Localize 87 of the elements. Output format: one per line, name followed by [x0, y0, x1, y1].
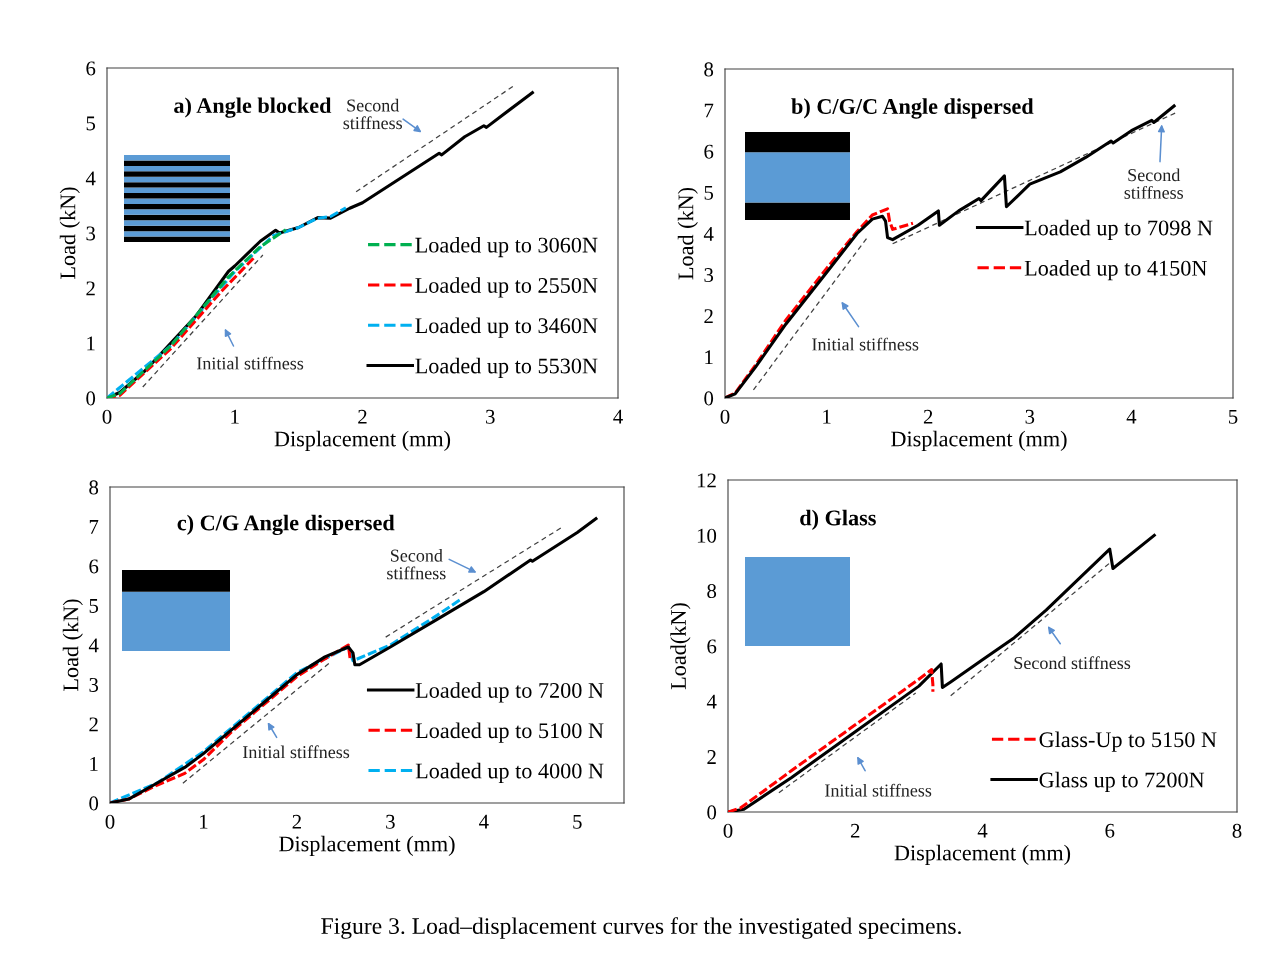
y-tick-label: 0 [704, 391, 714, 406]
y-tick-label: 10 [697, 528, 717, 543]
y-tick-label: 4 [703, 227, 714, 241]
y-tick-label: 6 [707, 639, 717, 654]
legend-label: Loaded up to 2550N [415, 277, 598, 298]
legend-label: Glass-Up to 5150 N [1039, 731, 1217, 752]
x-tick-label: 0 [723, 823, 733, 838]
y-axis-title: Load (kN) [677, 187, 698, 280]
x-tick-label: 4 [1126, 409, 1137, 424]
x-tick-label: 4 [613, 409, 623, 424]
legend-label: Loaded up to 5100 N [415, 722, 604, 743]
x-tick-label: 8 [1232, 823, 1242, 838]
x-tick-label: 0 [102, 409, 112, 424]
x-axis-title: Displacement (mm) [894, 844, 1071, 865]
x-tick-label: 0 [105, 814, 115, 829]
legend-label: Loaded up to 5530N [415, 357, 598, 378]
x-axis-title: Displacement (mm) [891, 430, 1067, 451]
y-tick-label: 3 [89, 677, 99, 692]
x-tick-label: 3 [386, 814, 395, 829]
y-tick-label: 2 [704, 309, 713, 323]
y-tick-label: 1 [90, 756, 98, 771]
text: b) C/G/C Angle dispersed [791, 98, 1034, 119]
legend-label: Loaded up to 3060N [415, 236, 598, 258]
x-tick-label: 5 [1229, 409, 1238, 424]
y-tick-label: 4 [88, 638, 99, 653]
legend-label: Loaded up to 4000 N [415, 762, 604, 783]
x-tick-label: 2 [850, 823, 860, 838]
y-axis-title: Load(kN) [670, 603, 691, 690]
y-tick-label: 0 [89, 796, 99, 811]
text: a) Angle blocked [174, 97, 332, 118]
y-tick-label: 1 [705, 350, 713, 365]
y-tick-label: 8 [707, 584, 717, 599]
y-tick-label: 3 [704, 268, 714, 283]
x-tick-label: 6 [1105, 823, 1115, 838]
y-tick-label: 5 [704, 185, 714, 200]
caption: Figure 3. Load–displacement curves for the investigated specimens. [321, 917, 961, 939]
x-tick-label: 4 [479, 814, 489, 829]
x-tick-label: 2 [358, 409, 367, 424]
y-tick-label: 2 [89, 717, 98, 732]
x-tick-label: 2 [923, 409, 933, 424]
annotation: Second stiffness [387, 549, 446, 580]
legend-label: Loaded up to 7200 N [415, 682, 604, 703]
line-series [728, 667, 935, 812]
y-tick-label: 7 [89, 520, 99, 534]
y-tick-label: 4 [706, 694, 717, 709]
y-tick-label: 6 [89, 559, 99, 574]
text: c) C/G Angle dispersed [177, 514, 395, 536]
y-tick-label: 1 [87, 336, 95, 351]
y-axis-title: Load (kN) [59, 187, 80, 279]
x-tick-label: 2 [292, 814, 301, 829]
annotation: Initial stiffness [812, 337, 919, 351]
y-tick-label: 0 [86, 391, 96, 406]
y-tick-label: 4 [85, 171, 96, 186]
x-axis-title: Displacement (mm) [279, 835, 455, 856]
x-tick-label: 1 [823, 409, 831, 424]
annotation: Second stiffness [343, 98, 402, 130]
x-tick-label: 3 [1025, 409, 1035, 424]
annotation: Initial stiffness [196, 356, 304, 370]
x-tick-label: 5 [573, 814, 582, 829]
y-tick-label: 8 [704, 62, 714, 77]
y-tick-label: 6 [86, 61, 96, 76]
y-tick-label: 2 [86, 281, 95, 296]
x-tick-label: 1 [200, 814, 208, 829]
legend-label: Glass up to 7200N [1039, 771, 1205, 792]
x-tick-label: 4 [977, 823, 988, 838]
x-axis-title: Displacement (mm) [274, 430, 451, 451]
legend-label: Loaded up to 7098 N [1024, 219, 1213, 240]
x-tick-label: 1 [231, 409, 239, 424]
y-tick-label: 3 [86, 226, 96, 241]
y-tick-label: 5 [86, 116, 96, 131]
annotation: Initial stiffness [825, 783, 932, 797]
y-tick-label: 8 [89, 480, 99, 495]
y-tick-label: 12 [697, 473, 716, 488]
annotation: Initial stiffness [242, 745, 350, 759]
legend-label: Loaded up to 3460N [415, 317, 598, 338]
line-series [107, 206, 348, 398]
y-tick-label: 5 [89, 599, 99, 613]
annotation: Second stiffness [1124, 168, 1184, 199]
y-tick-label: 2 [707, 750, 716, 764]
y-tick-label: 7 [704, 103, 714, 118]
x-tick-label: 3 [486, 409, 495, 424]
legend-label: Loaded up to 4150N [1024, 260, 1207, 281]
text: d) Glass [800, 509, 876, 530]
y-axis-title: Load (kN) [62, 599, 83, 691]
annotation: Second stiffness [1014, 656, 1131, 670]
x-tick-label: 0 [720, 409, 730, 424]
y-tick-label: 6 [704, 144, 714, 159]
